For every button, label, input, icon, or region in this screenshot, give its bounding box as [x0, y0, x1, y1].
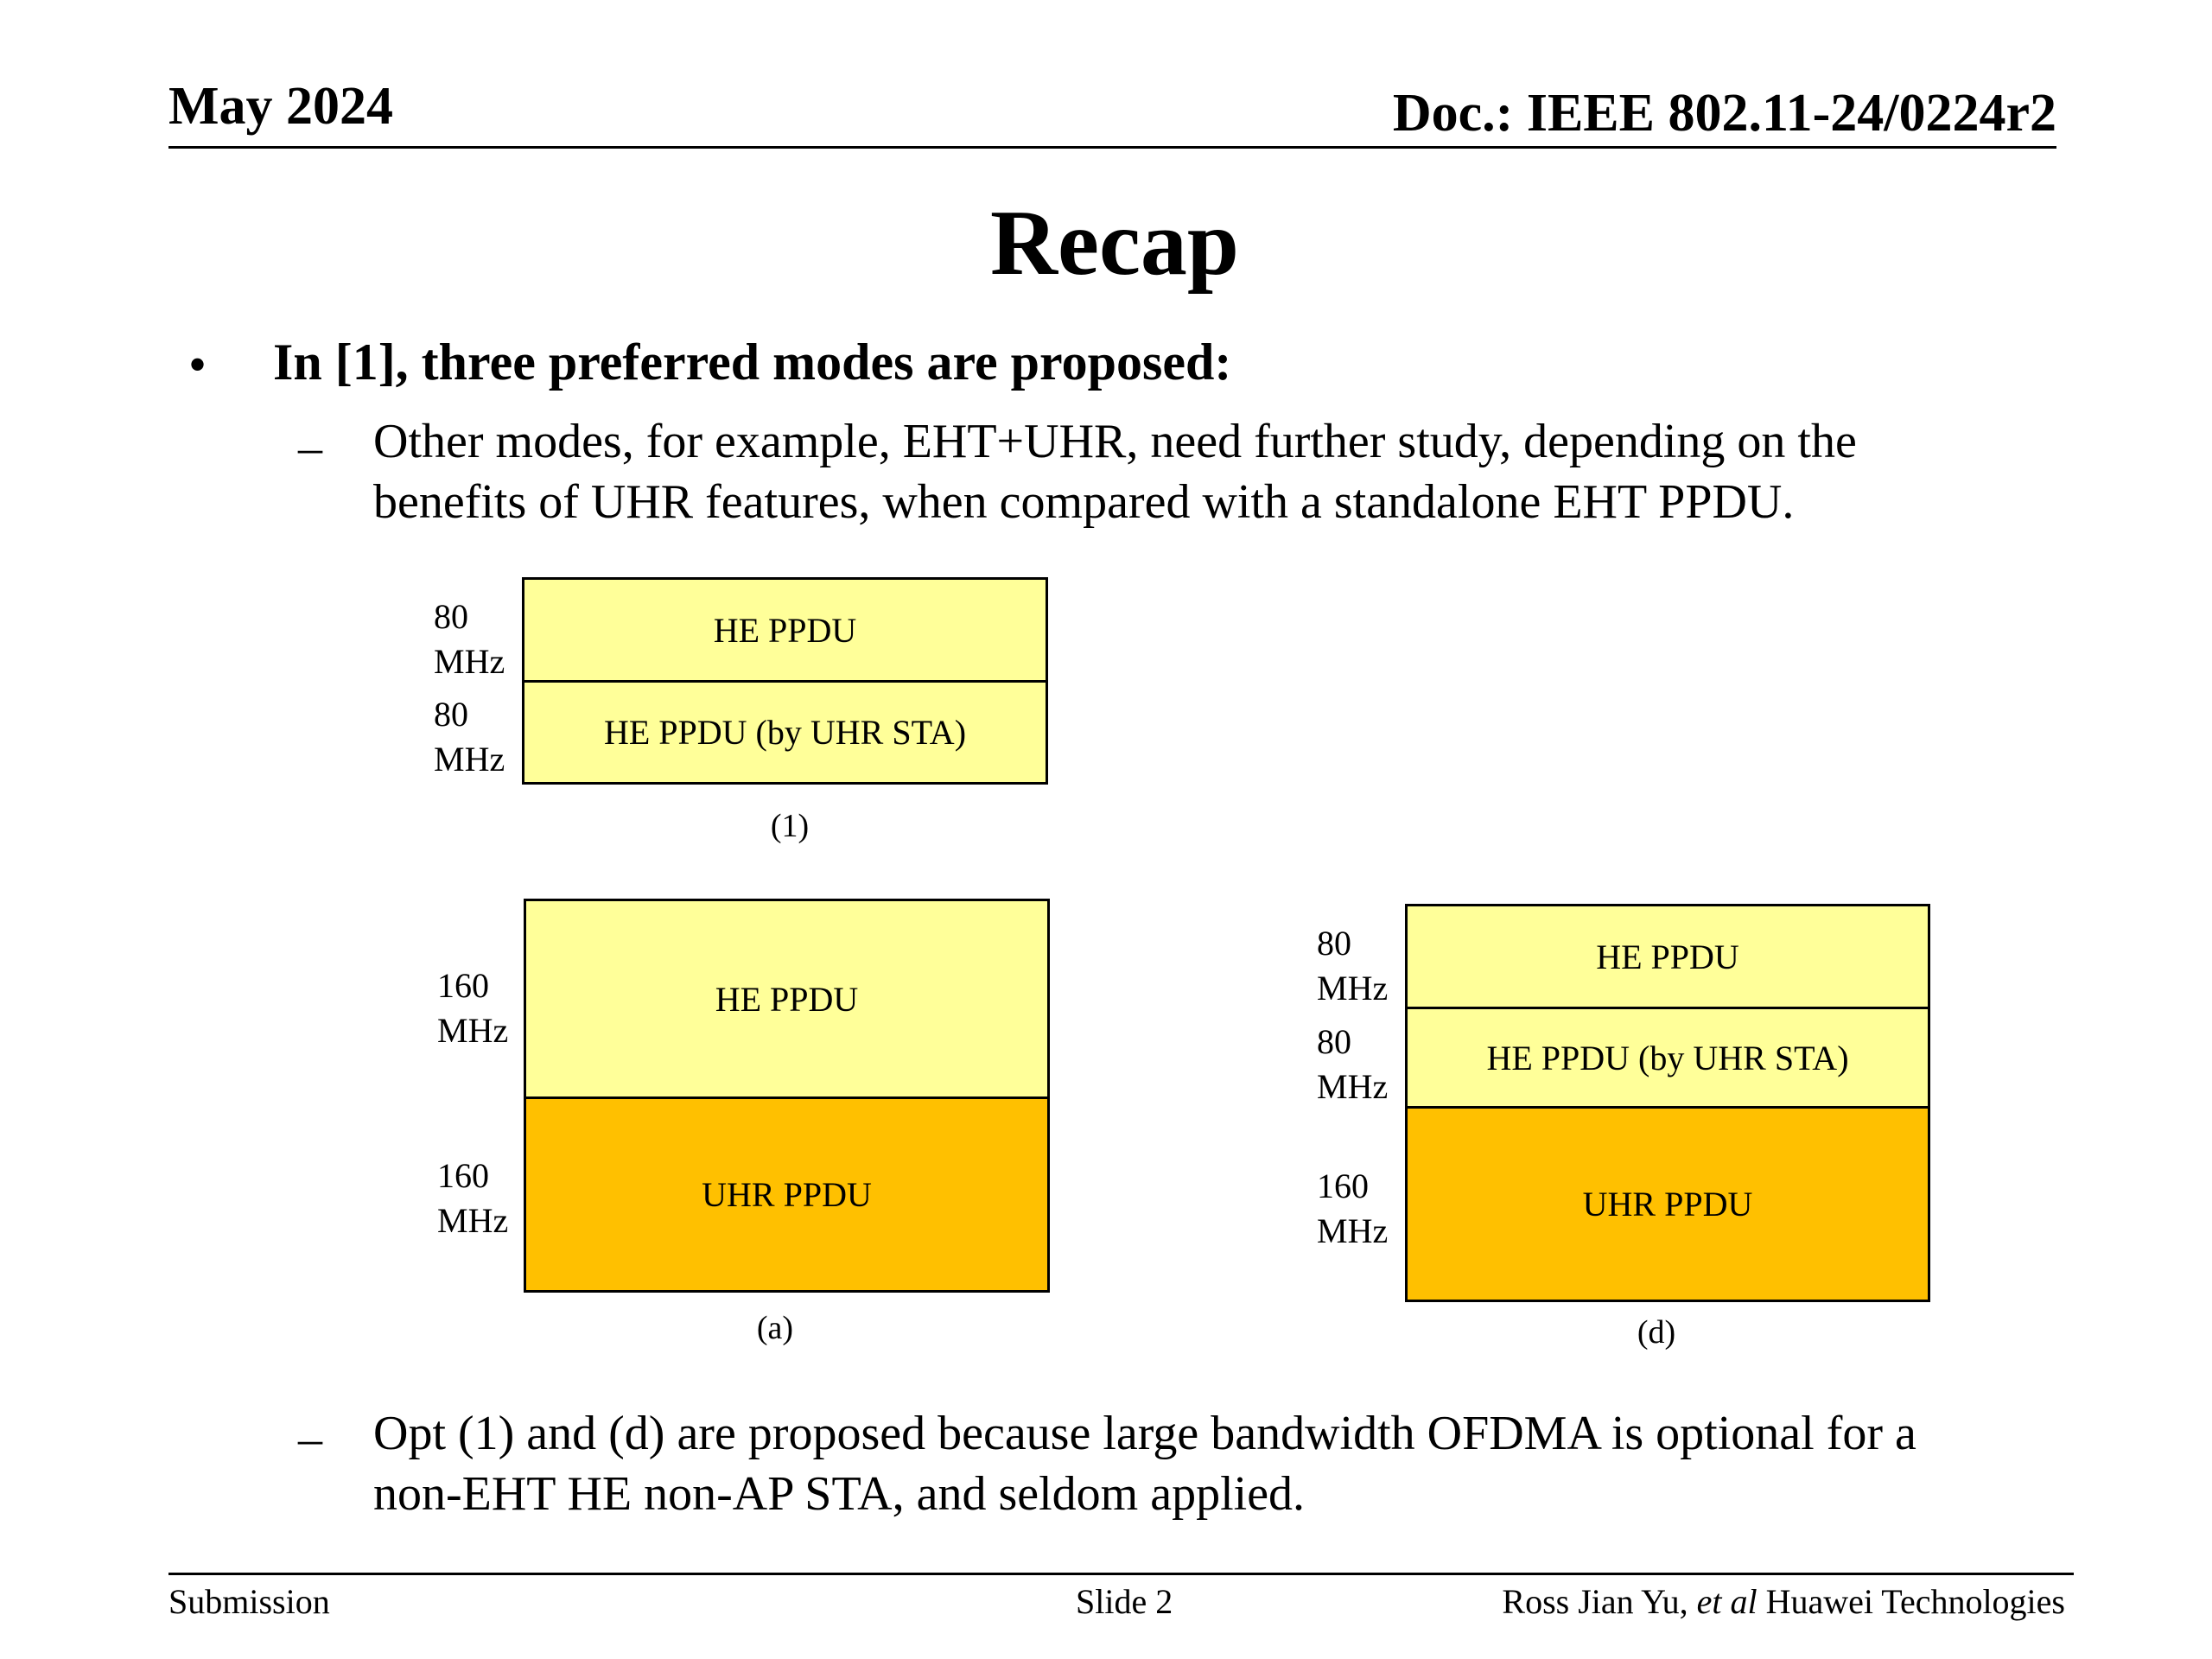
- slide-title: Recap: [990, 192, 1239, 295]
- footer-submission: Submission: [168, 1582, 330, 1621]
- bandwidth-label: 80 MHz: [1317, 1022, 1389, 1106]
- sub-bullet-marker: –: [298, 1412, 322, 1465]
- sub-bullet-marker: –: [298, 421, 322, 474]
- footer-rule: [168, 1573, 2074, 1575]
- sub-bullet-line: Opt (1) and (d) are proposed because lar…: [373, 1407, 1916, 1460]
- header-date: May 2024: [168, 77, 394, 136]
- bandwidth-label: 160 MHz: [437, 966, 509, 1050]
- sub-bullet-line: non-EHT HE non-AP STA, and seldom applie…: [373, 1467, 1306, 1521]
- bandwidth-label: 160 MHz: [1317, 1166, 1389, 1250]
- uhr-ppdu-block: UHR PPDU: [524, 1096, 1050, 1293]
- sub-bullet-line: benefits of UHR features, when compared …: [373, 475, 1795, 529]
- diagram-caption: (a): [756, 1310, 794, 1346]
- diagram-caption: (d): [1637, 1314, 1676, 1351]
- footer-et-al: et al: [1696, 1582, 1758, 1621]
- header-rule: [168, 146, 2056, 149]
- bandwidth-label: 160 MHz: [437, 1156, 509, 1240]
- bullet-text: In [1], three preferred modes are propos…: [273, 334, 1232, 391]
- sub-bullet-text: Opt (1) and (d) are proposed because lar…: [373, 1403, 1916, 1524]
- sub-bullet-text: Other modes, for example, EHT+UHR, need …: [373, 411, 1857, 532]
- he-ppdu-uhr-sta-block: HE PPDU (by UHR STA): [1405, 1007, 1930, 1109]
- he-ppdu-uhr-sta-block: HE PPDU (by UHR STA): [522, 680, 1048, 785]
- footer-company: Huawei Technologies: [1765, 1582, 2065, 1621]
- bandwidth-label: 80 MHz: [1317, 924, 1389, 1007]
- he-ppdu-block: HE PPDU: [1405, 904, 1930, 1009]
- sub-bullet-line: Other modes, for example, EHT+UHR, need …: [373, 415, 1857, 468]
- footer-slide-number: Slide 2: [1076, 1582, 1173, 1621]
- footer-author: Ross Jian Yu, et al Huawei Technologies: [1502, 1581, 2065, 1623]
- diagram-caption: (1): [770, 808, 810, 844]
- he-ppdu-block: HE PPDU: [522, 577, 1048, 683]
- uhr-ppdu-block: UHR PPDU: [1405, 1106, 1930, 1302]
- bandwidth-label: 80 MHz: [434, 695, 505, 779]
- bullet-marker: •: [188, 336, 207, 393]
- footer-author-name: Ross Jian Yu,: [1502, 1582, 1688, 1621]
- he-ppdu-block: HE PPDU: [524, 899, 1050, 1099]
- bandwidth-label: 80 MHz: [434, 597, 505, 681]
- header-doc-id: Doc.: IEEE 802.11-24/0224r2: [1392, 84, 2056, 143]
